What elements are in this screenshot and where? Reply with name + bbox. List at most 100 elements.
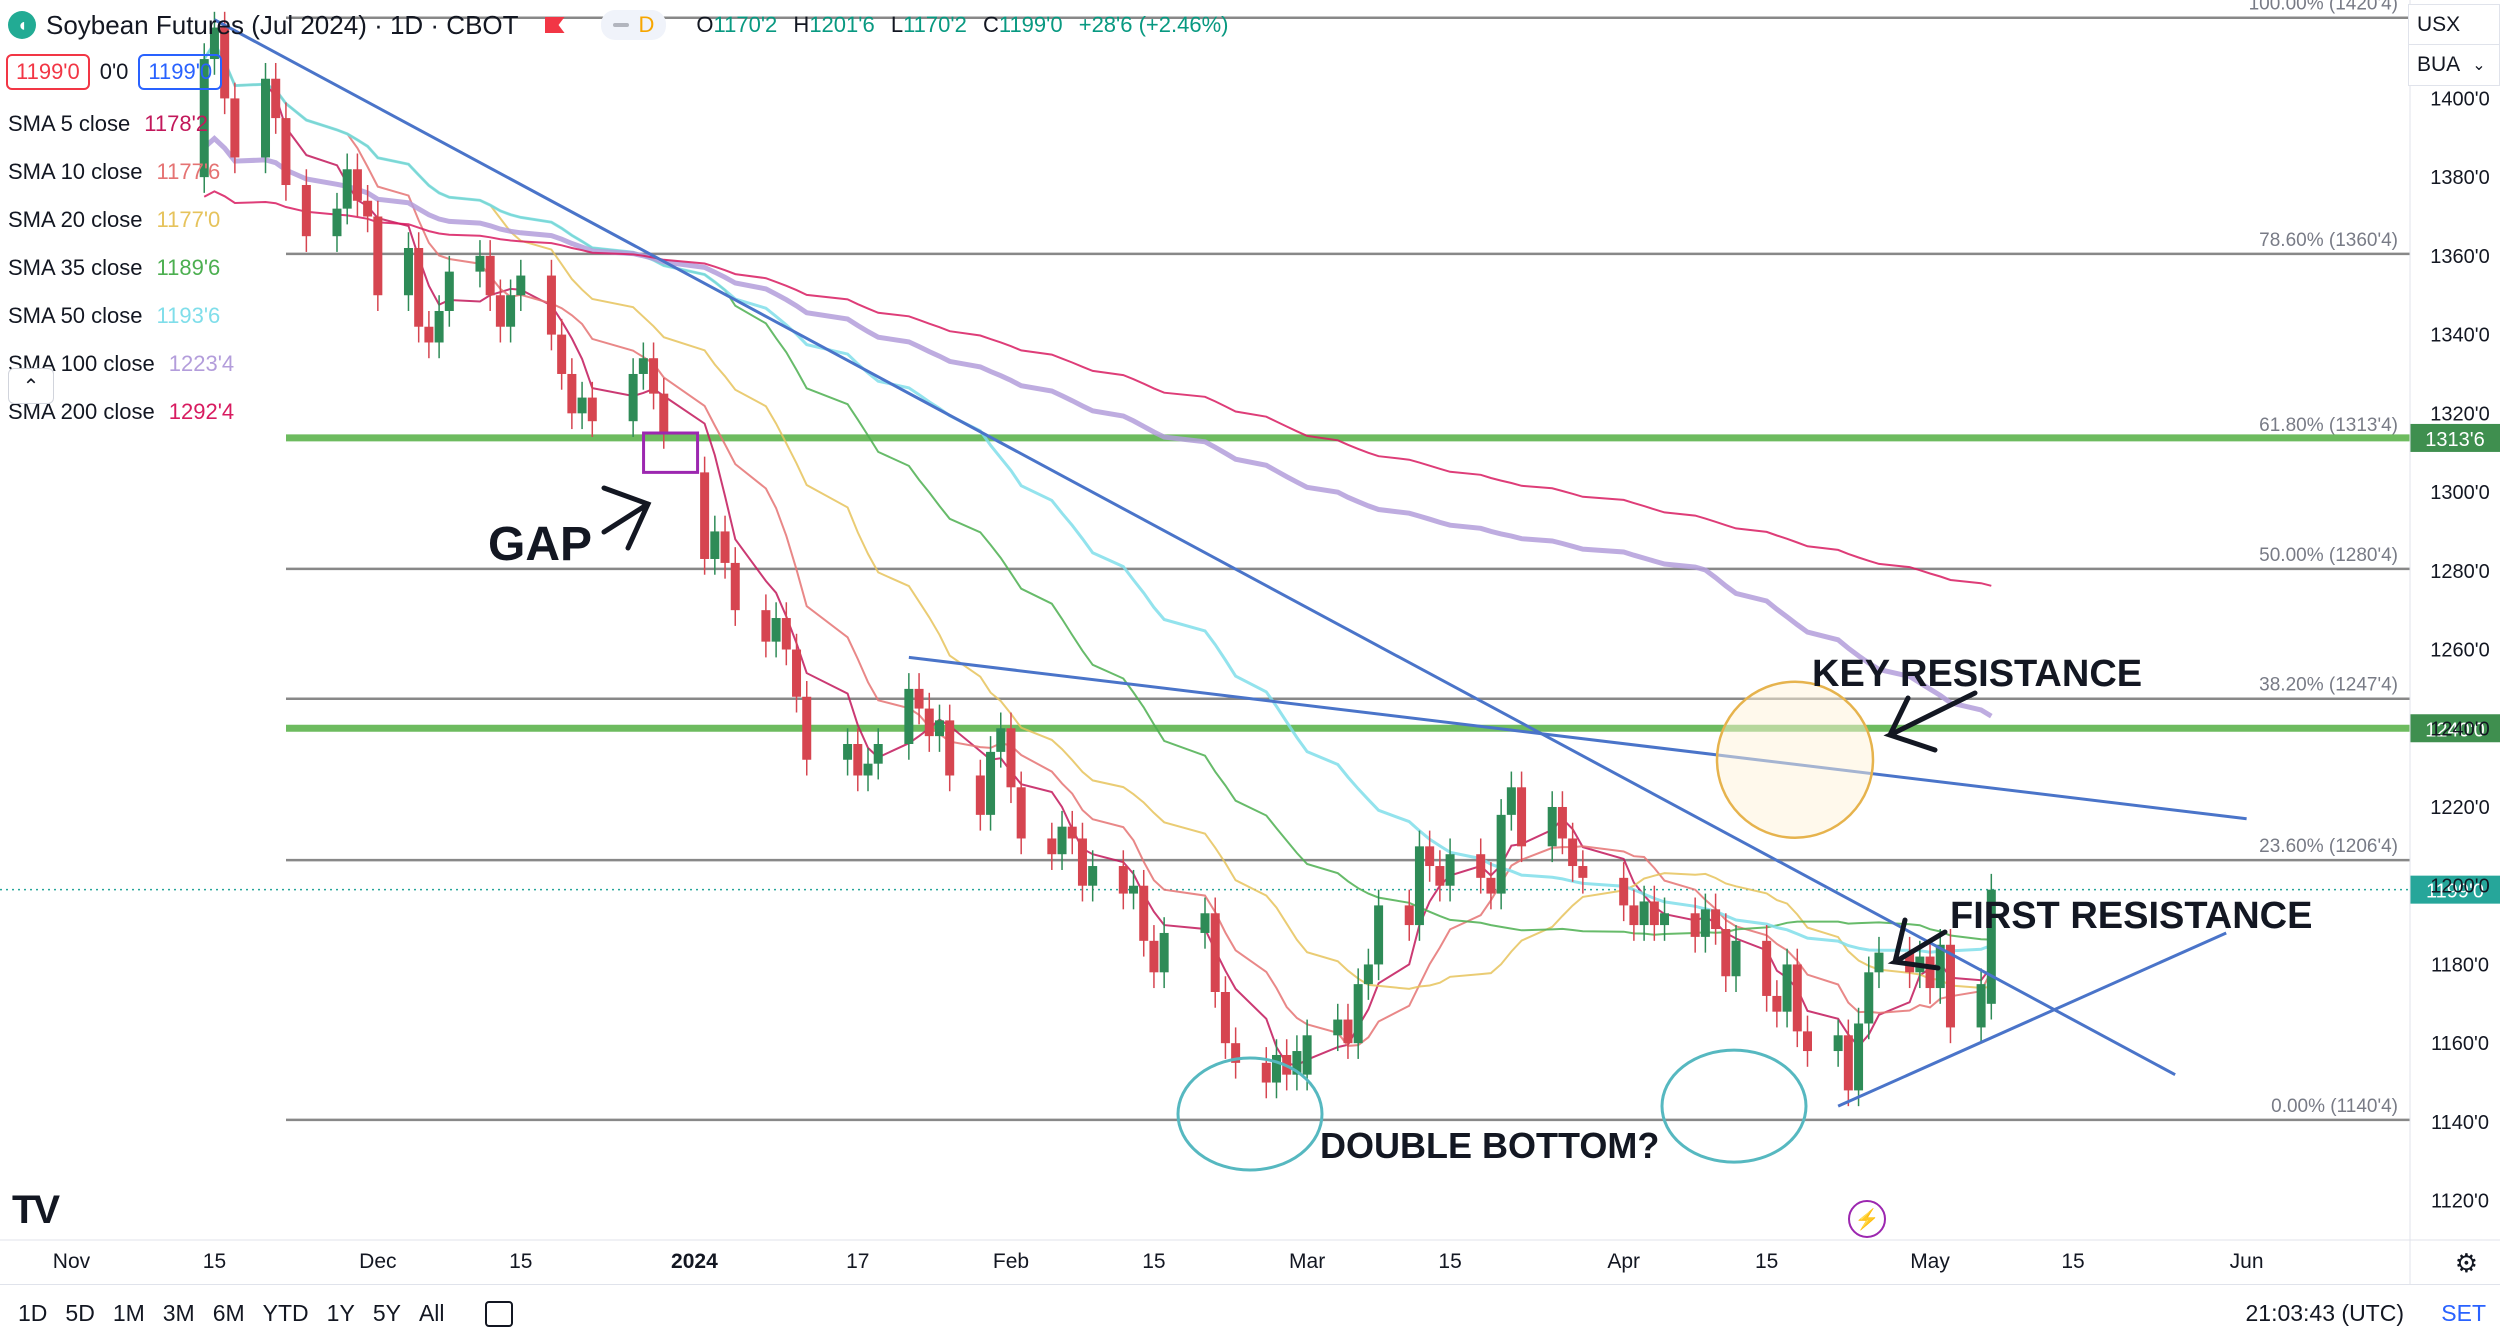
time-tick-label: 15 — [509, 1250, 532, 1273]
candle-body — [1201, 913, 1210, 933]
currency-select[interactable]: USX — [2408, 4, 2500, 46]
gear-icon[interactable]: ⚙ — [2455, 1248, 2478, 1279]
dash-icon — [613, 23, 629, 27]
close-value: 1199'0 — [999, 12, 1063, 37]
candle-body — [731, 563, 740, 610]
lightning-icon[interactable]: ⚡ — [1848, 1200, 1886, 1238]
candle-body — [1772, 996, 1781, 1012]
candle-body — [659, 394, 668, 433]
sell-price-button[interactable]: 1199'0 — [6, 54, 90, 90]
timeframe-6m[interactable]: 6M — [213, 1300, 245, 1327]
low-value: 1170'2 — [903, 12, 967, 37]
indicator-row[interactable]: SMA 10 close 1177'6 — [8, 148, 234, 196]
indicator-row[interactable]: SMA 20 close 1177'0 — [8, 196, 234, 244]
time-tick-label: Dec — [359, 1250, 396, 1273]
candle-body — [1221, 992, 1230, 1043]
delayed-label: D — [639, 12, 655, 38]
candle-body — [1548, 807, 1557, 846]
candle-body — [1435, 866, 1444, 886]
candle-body — [271, 79, 280, 118]
sma-line — [204, 191, 1991, 585]
fib-label: 100.00% (1420'4) — [2249, 0, 2398, 15]
fib-label: 23.60% (1206'4) — [2259, 836, 2398, 857]
high-value: 1201'6 — [809, 12, 874, 37]
collapse-legend-button[interactable]: ⌃ — [8, 368, 54, 404]
candle-body — [1017, 787, 1026, 838]
timeframe-1y[interactable]: 1Y — [327, 1300, 355, 1327]
gap-arrow — [604, 488, 648, 548]
indicator-row[interactable]: SMA 5 close 1178'2 — [8, 100, 234, 148]
candle-body — [1977, 984, 1986, 1027]
candle-body — [976, 775, 985, 814]
indicator-name: SMA 50 close — [8, 303, 143, 328]
candle-body — [864, 764, 873, 776]
time-axis[interactable]: Nov 15 Dec 15 2024 17 Feb 15 Mar 15 Apr 15 May 15 Jun — [0, 1240, 2500, 1273]
candle-body — [782, 618, 791, 649]
price-axis[interactable]: 1120'0 1140'0 1160'0 1180'0 1200'0 1220'0 1240… — [2410, 0, 2490, 1284]
candle-body — [1793, 964, 1802, 1031]
sma-line — [204, 43, 1991, 989]
indicator-value: 1177'0 — [157, 207, 221, 232]
candle-body — [404, 248, 413, 295]
flag-icon[interactable] — [545, 17, 565, 33]
timeframe-all[interactable]: All — [419, 1300, 445, 1327]
first-resistance-annotation: FIRST RESISTANCE — [1950, 895, 2312, 937]
calendar-icon[interactable] — [485, 1301, 513, 1327]
candle-body — [1640, 901, 1649, 925]
candle-body — [557, 335, 566, 374]
price-chart[interactable]: 100.00% (1420'4) 78.60% (1360'4) 61.80% (1… — [0, 0, 2500, 1284]
symbol-title[interactable]: Soybean Futures (Jul 2024) · 1D · CBOT — [46, 10, 519, 41]
time-tick-label: Jun — [2230, 1250, 2264, 1273]
fib-label: 78.60% (1360'4) — [2259, 230, 2398, 251]
candle-body — [1160, 933, 1169, 972]
candle-body — [261, 79, 270, 158]
candle-body — [1629, 905, 1638, 925]
clock[interactable]: 21:03:43 (UTC) — [2245, 1300, 2404, 1327]
candle-body — [1619, 878, 1628, 906]
candle-body — [986, 752, 995, 815]
timeframe-3m[interactable]: 3M — [163, 1300, 195, 1327]
price-tick-label: 1260'0 — [2430, 640, 2489, 662]
indicator-row[interactable]: SMA 50 close 1193'6 — [8, 292, 234, 340]
candle-body — [353, 169, 362, 200]
candle-body — [1486, 878, 1495, 894]
candle-body — [721, 531, 730, 562]
candle-body — [874, 744, 883, 764]
candle-body — [1701, 909, 1710, 937]
indicator-row[interactable]: SMA 35 close 1189'6 — [8, 244, 234, 292]
price-tick-label: 1240'0 — [2430, 718, 2489, 740]
session-setting[interactable]: SET — [2441, 1300, 2486, 1327]
time-tick-label: 15 — [203, 1250, 226, 1273]
candle-body — [1762, 941, 1771, 996]
buy-price-button[interactable]: 1199'0 — [138, 54, 222, 90]
data-status-pill[interactable]: D — [601, 10, 667, 40]
gap-annotation: GAP — [488, 518, 592, 571]
time-tick-label: 15 — [1755, 1250, 1778, 1273]
candle-body — [547, 276, 556, 335]
timeframe-ytd[interactable]: YTD — [263, 1300, 309, 1327]
timeframe-1d[interactable]: 1D — [18, 1300, 47, 1327]
tradingview-logo-icon[interactable]: TV — [12, 1188, 57, 1233]
price-tick-label: 1320'0 — [2430, 403, 2489, 425]
candle-body — [1721, 929, 1730, 976]
chevron-down-icon: ⌄ — [2472, 55, 2485, 75]
change-value: +28'6 (+2.46%) — [1079, 12, 1229, 37]
candle-body — [1803, 1031, 1812, 1051]
unit-select[interactable]: BUA ⌄ — [2408, 44, 2500, 86]
fib-label: 0.00% (1140'4) — [2271, 1096, 2398, 1117]
candle-body — [904, 689, 913, 744]
timeframe-5d[interactable]: 5D — [65, 1300, 94, 1327]
candlesticks — [200, 12, 1996, 1106]
candle-body — [710, 531, 719, 559]
candle-body — [435, 311, 444, 342]
timeframe-5y[interactable]: 5Y — [373, 1300, 401, 1327]
candle-body — [1068, 827, 1077, 839]
candle-body — [302, 185, 311, 236]
timeframe-1m[interactable]: 1M — [113, 1300, 145, 1327]
candle-body — [1660, 913, 1669, 925]
candle-body — [373, 217, 382, 296]
price-tick-label: 1300'0 — [2430, 482, 2489, 504]
candle-body — [915, 689, 924, 709]
fib-label: 61.80% (1313'4) — [2259, 415, 2398, 436]
order-panel: 1199'0 0'0 1199'0 — [6, 54, 222, 90]
